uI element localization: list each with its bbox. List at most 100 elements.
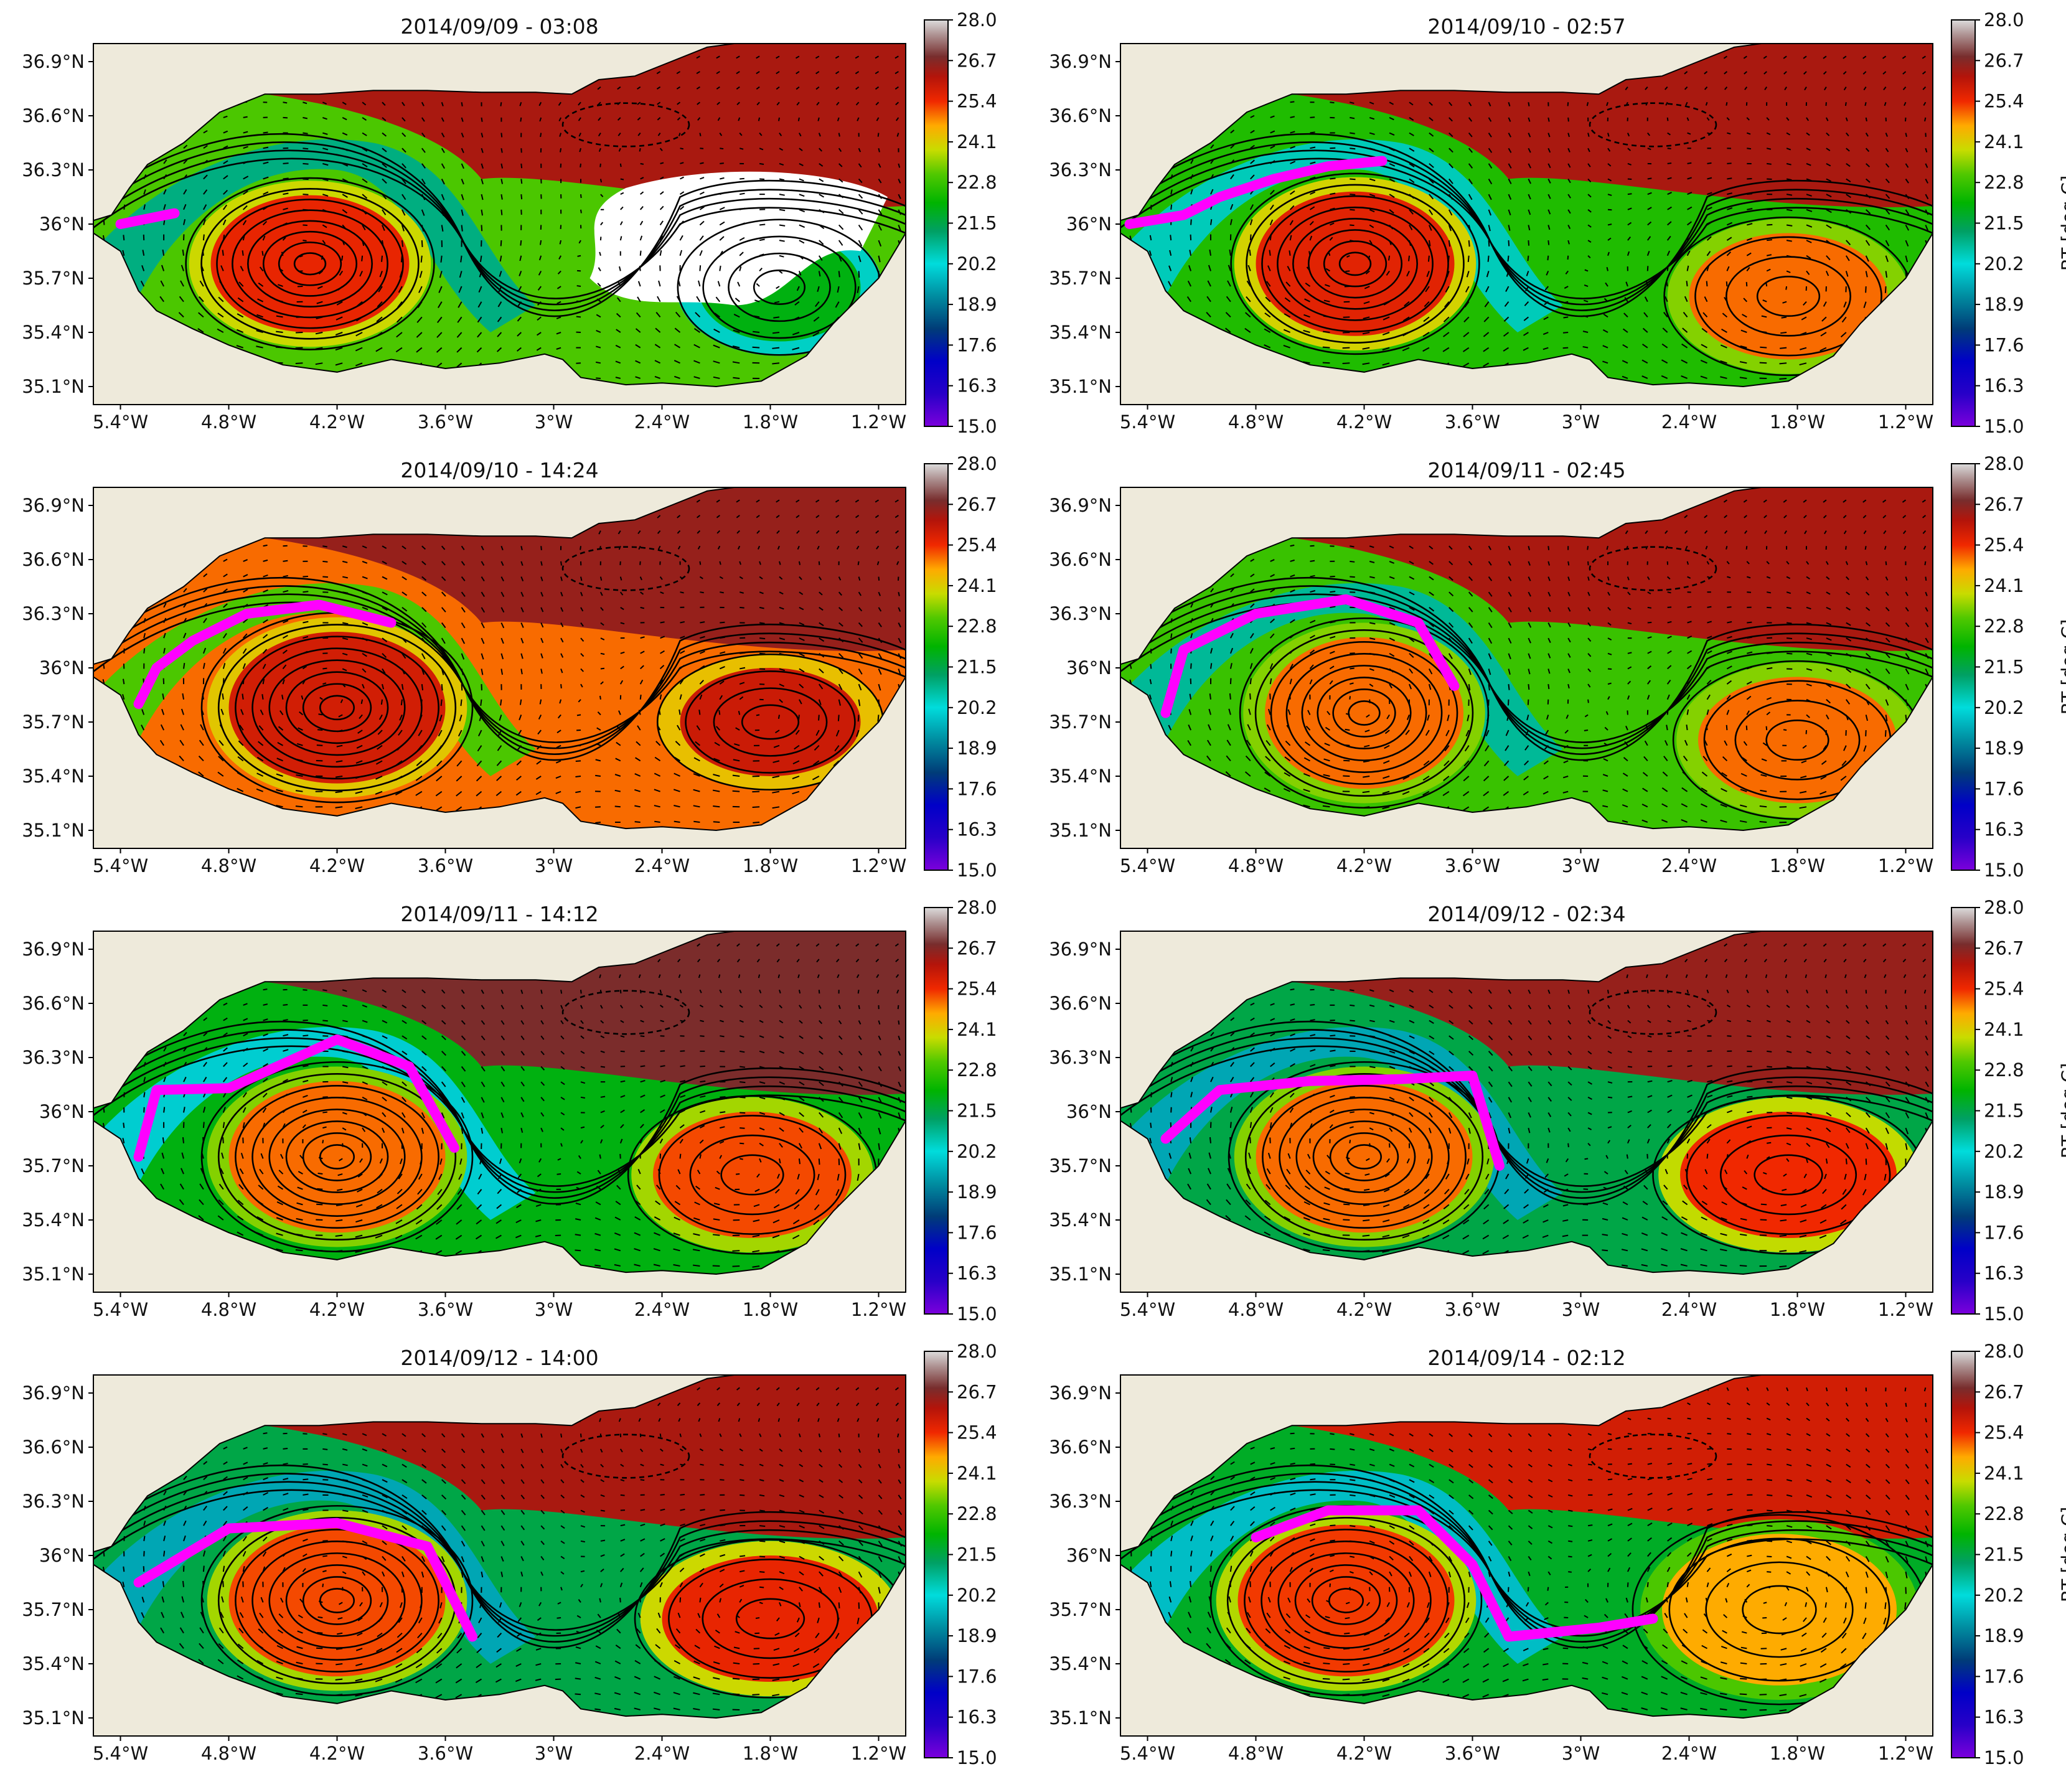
current-arrow: [303, 621, 309, 624]
current-arrow: [614, 1232, 621, 1236]
current-arrow: [362, 576, 368, 579]
current-arrow: [595, 1201, 601, 1206]
current-arrow: [1687, 636, 1693, 639]
current-arrow: [242, 663, 246, 669]
current-arrow: [515, 1219, 522, 1224]
current-arrow: [759, 576, 763, 579]
streamline: [93, 601, 906, 743]
current-arrow: [1567, 255, 1569, 260]
current-arrow: [1485, 286, 1490, 293]
current-arrow: [441, 989, 446, 994]
current-arrow: [1806, 117, 1810, 121]
current-arrow: [817, 974, 820, 978]
current-arrow: [263, 1003, 268, 1006]
current-arrow: [837, 286, 840, 293]
current-arrow: [1444, 760, 1450, 766]
current-arrow: [677, 545, 681, 550]
current-arrow: [263, 161, 269, 164]
current-arrow: [262, 649, 268, 654]
panel-2: 2014/09/10 - 02:575.4°W 4.8°W 4.2°W 3.6°W 3°…: [1049, 9, 2066, 437]
current-arrow: [620, 607, 624, 611]
current-arrow: [477, 332, 482, 338]
current-arrow: [818, 990, 820, 994]
current-arrow: [517, 316, 522, 322]
current-arrow: [1305, 282, 1311, 287]
current-arrow: [1746, 681, 1752, 685]
current-arrow: [478, 286, 482, 293]
current-arrow: [1902, 530, 1907, 534]
current-arrow: [673, 1248, 680, 1252]
current-arrow: [520, 163, 523, 169]
current-arrow: [163, 159, 167, 164]
current-arrow: [1821, 316, 1827, 322]
current-arrow: [1785, 286, 1788, 290]
current-arrow: [282, 649, 288, 654]
current-arrow: [614, 789, 621, 792]
current-arrow: [1865, 271, 1868, 278]
current-arrow: [1566, 714, 1569, 719]
current-arrow: [457, 1189, 463, 1195]
current-arrow: [1425, 286, 1430, 293]
current-arrow: [1641, 804, 1648, 808]
current-arrow: [1225, 771, 1231, 777]
current-arrow: [1746, 695, 1752, 700]
current-arrow: [1462, 347, 1470, 352]
current-arrow: [659, 694, 662, 700]
x-tick-label: 3°W: [535, 411, 573, 433]
current-arrow: [1528, 133, 1531, 138]
current-arrow: [223, 588, 228, 593]
current-arrow: [1743, 55, 1747, 59]
current-arrow: [639, 679, 644, 685]
current-arrow: [719, 1005, 723, 1008]
current-arrow: [183, 1031, 187, 1036]
current-arrow: [698, 280, 701, 287]
current-arrow: [1646, 251, 1650, 256]
current-arrow: [237, 1231, 244, 1236]
current-arrow: [401, 148, 406, 153]
current-arrow: [857, 286, 860, 293]
current-arrow: [1740, 789, 1747, 792]
current-arrow: [620, 591, 624, 596]
current-arrow: [1429, 209, 1434, 215]
current-arrow: [560, 1005, 563, 1010]
current-arrow: [739, 132, 743, 136]
current-arrow: [263, 988, 268, 991]
current-arrow: [379, 271, 383, 278]
current-arrow: [242, 693, 244, 700]
current-arrow: [1587, 546, 1589, 550]
x-tick-label: 3°W: [1562, 411, 1600, 433]
current-arrow: [680, 1080, 686, 1083]
current-arrow: [1389, 116, 1394, 121]
streamline: [285, 671, 389, 744]
eddy-2-core: [1689, 233, 1888, 360]
current-arrow: [1607, 637, 1612, 641]
current-arrow: [1642, 344, 1648, 349]
current-arrow: [1744, 71, 1747, 75]
current-arrow: [1681, 343, 1688, 349]
current-arrow: [1289, 250, 1291, 256]
current-arrow: [1406, 270, 1410, 277]
current-arrow: [898, 637, 902, 644]
current-arrow: [740, 667, 746, 670]
current-arrow: [719, 221, 725, 226]
current-arrow: [261, 251, 264, 256]
current-arrow: [1922, 86, 1927, 90]
current-arrow: [199, 280, 204, 287]
current-arrow: [557, 714, 561, 719]
current-arrow: [1290, 574, 1295, 578]
current-arrow: [1787, 637, 1793, 640]
current-arrow: [796, 515, 800, 518]
current-arrow: [322, 162, 329, 166]
current-arrow: [1508, 683, 1510, 690]
current-arrow: [382, 561, 387, 565]
current-arrow: [1726, 102, 1728, 106]
current-arrow: [1310, 131, 1315, 134]
current-arrow: [1526, 271, 1529, 276]
current-arrow: [775, 729, 780, 734]
current-arrow: [1150, 664, 1152, 669]
current-arrow: [1922, 515, 1927, 518]
current-arrow: [456, 332, 463, 338]
current-arrow: [356, 744, 363, 749]
current-arrow: [759, 238, 765, 242]
current-arrow: [458, 729, 463, 737]
